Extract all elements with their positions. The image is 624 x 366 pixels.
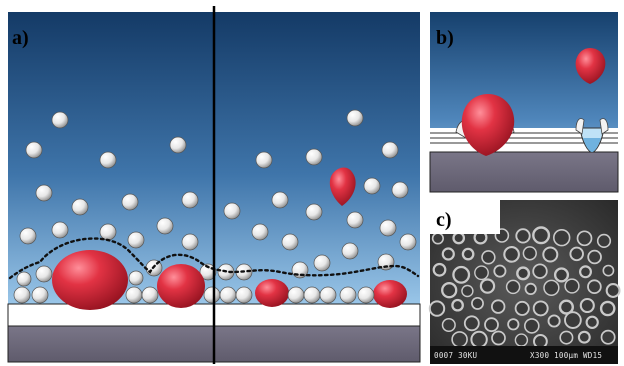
panel-a: a) <box>7 6 421 364</box>
falling-droplet <box>329 167 356 206</box>
surface-droplets <box>52 250 407 310</box>
panel-b-droplet-cavity <box>461 94 515 156</box>
sem-info-left: 0007 30KU <box>434 351 477 360</box>
sem-info-right: X300 100μm WD15 <box>530 351 602 360</box>
surface-particles <box>13 270 375 304</box>
panel-c: 0007 30KU X300 100μm WD15 c) <box>428 200 621 364</box>
floating-particles <box>19 109 417 283</box>
panel-c-label: c) <box>436 209 452 231</box>
panel-b-substrate <box>429 151 619 193</box>
sem-info-bar <box>430 346 618 364</box>
panel-b: b) <box>429 12 619 193</box>
sem-microstructures <box>428 226 621 349</box>
panel-b-droplet-falling <box>575 48 606 84</box>
panel-b-label: b) <box>436 27 454 49</box>
panel-a-label: a) <box>12 27 29 49</box>
dotted-boundary <box>8 237 420 280</box>
